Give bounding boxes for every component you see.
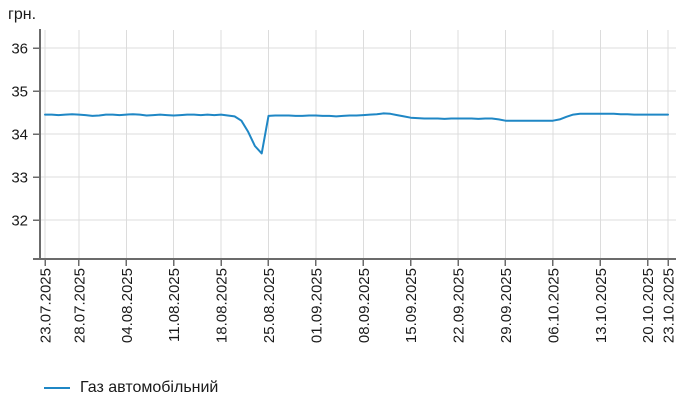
- x-tick-label: 23.07.2025: [38, 268, 55, 343]
- y-tick-label: 34: [11, 127, 28, 144]
- x-tick-label: 22.09.2025: [451, 268, 468, 343]
- legend-series-label: Газ автомобільний: [80, 379, 219, 396]
- y-tick-label: 35: [11, 84, 28, 101]
- plot-area: 36 35 34 33 32 23.07.2025 28.07.2025 04.08.2025…: [11, 29, 678, 343]
- x-tick-label: 28.07.2025: [71, 268, 88, 343]
- x-tick-label: 08.09.2025: [356, 268, 373, 343]
- tick-marks: [33, 47, 669, 266]
- x-tick-label: 29.09.2025: [498, 268, 515, 343]
- x-tick-label: 23.10.2025: [661, 268, 678, 343]
- y-axis-unit-label: грн.: [8, 6, 37, 23]
- y-tick-label: 33: [11, 170, 28, 187]
- x-tick-label: 13.10.2025: [593, 268, 610, 343]
- y-tick-label: 32: [11, 213, 28, 230]
- x-tick-label: 20.10.2025: [640, 268, 657, 343]
- x-tick-label: 04.08.2025: [119, 268, 136, 343]
- x-tick-label: 18.08.2025: [214, 268, 231, 343]
- x-tick-labels: 23.07.2025 28.07.2025 04.08.2025 11.08.2025…: [38, 268, 678, 343]
- x-tick-label: 11.08.2025: [166, 268, 183, 342]
- x-tick-label: 06.10.2025: [545, 268, 562, 343]
- legend-item-gas[interactable]: Газ автомобільний: [44, 379, 218, 397]
- x-tick-label: 25.08.2025: [261, 268, 278, 343]
- legend-line-swatch: [44, 387, 70, 389]
- y-tick-labels: 36 35 34 33 32: [11, 41, 28, 230]
- x-tick-label: 01.09.2025: [308, 268, 325, 343]
- gridlines: [41, 30, 676, 258]
- axes: [33, 29, 676, 260]
- y-tick-label: 36: [11, 41, 28, 58]
- x-tick-label: 15.09.2025: [403, 268, 420, 343]
- series-line-gas: [44, 112, 669, 155]
